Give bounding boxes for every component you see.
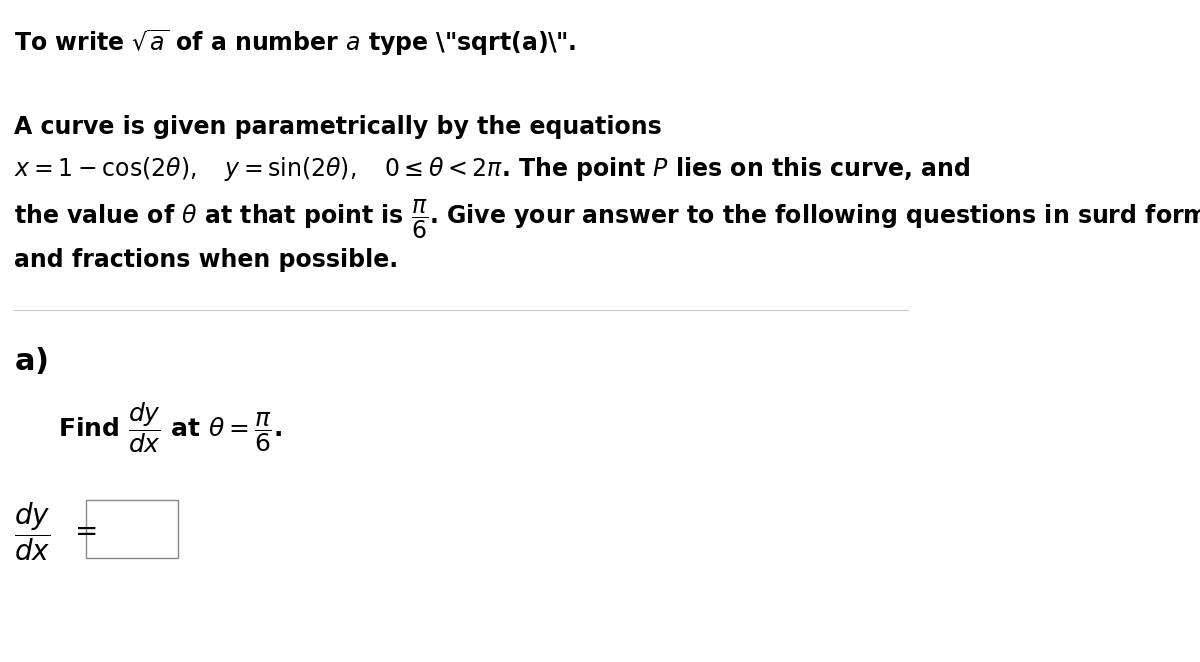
Text: $=$: $=$: [70, 516, 97, 544]
Text: To write $\sqrt{a}$ of a number $a$ type \"sqrt(a)\".: To write $\sqrt{a}$ of a number $a$ type…: [14, 28, 576, 58]
Text: Find $\dfrac{dy}{dx}$ at $\theta = \dfrac{\pi}{6}$.: Find $\dfrac{dy}{dx}$ at $\theta = \dfra…: [58, 400, 282, 455]
Text: $x = 1 - \cos(2\theta), \quad y = \sin(2\theta), \quad 0 \leq \theta < 2\pi$. Th: $x = 1 - \cos(2\theta), \quad y = \sin(2…: [14, 155, 971, 183]
Text: $\dfrac{dy}{dx}$: $\dfrac{dy}{dx}$: [14, 500, 50, 563]
Text: the value of $\theta$ at that point is $\dfrac{\pi}{6}$. Give your answer to the: the value of $\theta$ at that point is $…: [14, 198, 1200, 242]
Text: A curve is given parametrically by the equations: A curve is given parametrically by the e…: [14, 115, 661, 139]
Text: $\mathbf{a)}$: $\mathbf{a)}$: [14, 345, 48, 376]
Bar: [86, 500, 179, 558]
Text: and fractions when possible.: and fractions when possible.: [14, 248, 398, 272]
